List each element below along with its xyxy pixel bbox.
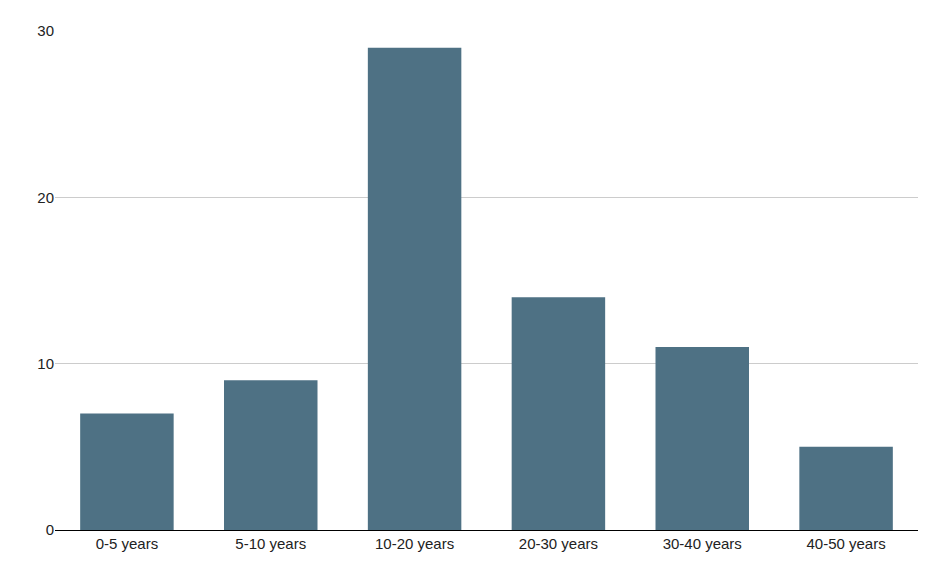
svg-text:10: 10 <box>37 355 54 372</box>
svg-text:30-40 years: 30-40 years <box>663 535 742 552</box>
svg-text:20: 20 <box>37 189 54 206</box>
svg-text:0-5 years: 0-5 years <box>96 535 159 552</box>
svg-text:20-30 years: 20-30 years <box>519 535 598 552</box>
svg-text:40-50 years: 40-50 years <box>806 535 885 552</box>
svg-text:0: 0 <box>46 521 54 538</box>
svg-text:30: 30 <box>37 22 54 39</box>
svg-text:10-20 years: 10-20 years <box>375 535 454 552</box>
svg-text:5-10 years: 5-10 years <box>235 535 306 552</box>
